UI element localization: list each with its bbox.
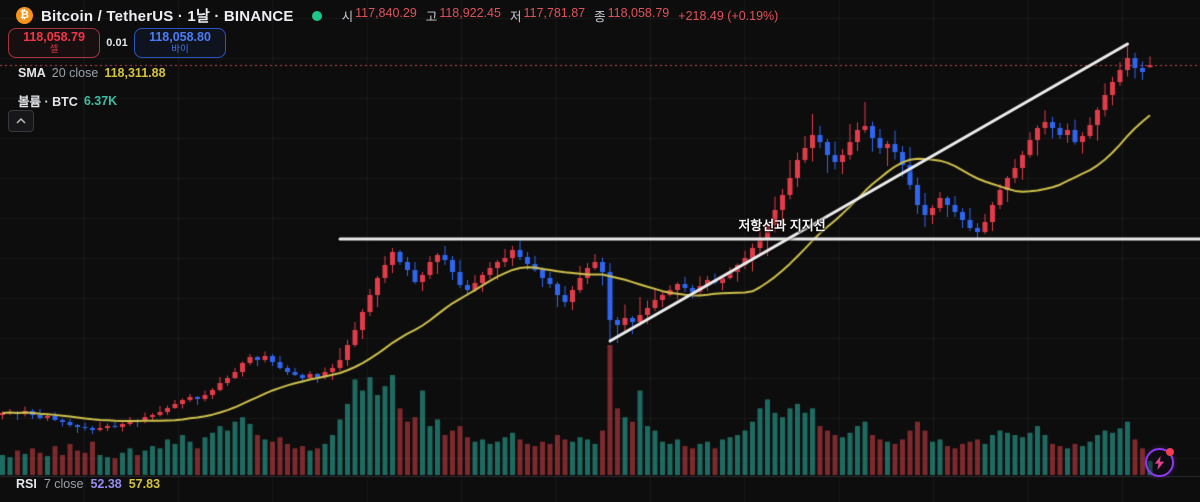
sma-params: 20 close — [51, 66, 99, 80]
rsi-name[interactable]: RSI — [16, 477, 37, 491]
market-open-status-icon — [311, 10, 322, 21]
rsi-params: 7 close — [43, 477, 84, 491]
sell-button[interactable]: 118,058.79 셀 — [8, 28, 100, 58]
notification-dot-icon — [1166, 448, 1174, 456]
close-label: 종 — [594, 10, 606, 24]
trade-panel: 118,058.79 셀 0.01 118,058.80 바이 — [8, 28, 226, 58]
chevron-up-icon — [16, 118, 26, 124]
rsi-legend: RSI 7 close 52.38 57.83 — [16, 477, 160, 491]
change-value: +218.49 (+0.19%) — [678, 8, 779, 23]
buy-button[interactable]: 118,058.80 바이 — [134, 28, 226, 58]
close-value: 118,058.79 — [607, 6, 670, 20]
high-value: 118,922.45 — [439, 6, 501, 20]
buy-price: 118,058.80 — [149, 30, 211, 44]
open-label: 시 — [341, 10, 354, 24]
quick-trade-fab[interactable] — [1145, 448, 1174, 477]
sell-price: 118,058.79 — [23, 30, 85, 44]
symbol-header: ₿ Bitcoin / TetherUS · 1날 · BINANCE 시 117… — [16, 5, 778, 26]
symbol-title[interactable]: Bitcoin / TetherUS · 1날 · BINANCE — [41, 8, 294, 25]
lightning-icon — [1154, 455, 1165, 470]
rsi-value-1: 52.38 — [90, 477, 122, 491]
low-label: 저 — [509, 10, 522, 24]
buy-label: 바이 — [171, 44, 189, 55]
bitcoin-icon: ₿ — [16, 7, 33, 24]
volume-value: 6.37K — [83, 93, 118, 108]
ohlc-values: 시 117,840.29 고 118,922.45 저 117,781.87 종 118… — [342, 6, 779, 25]
sma-name[interactable]: SMA — [18, 66, 46, 80]
trendline-annotation[interactable]: 저항선과 지지선 — [738, 218, 826, 233]
sell-label: 셀 — [49, 44, 59, 55]
volume-legend: 볼륨 · BTC 6.37K — [18, 91, 117, 110]
spread-value: 0.01 — [106, 37, 128, 49]
rsi-value-2: 57.83 — [128, 477, 161, 491]
open-value: 117,840.29 — [355, 6, 417, 20]
volume-name[interactable]: 볼륨 · BTC — [18, 95, 78, 109]
sma-value: 118,311.88 — [104, 66, 166, 80]
high-label: 고 — [425, 10, 438, 24]
low-value: 117,781.87 — [523, 6, 586, 20]
collapse-indicators-button[interactable] — [8, 110, 34, 132]
sma-legend: SMA 20 close 118,311.88 — [18, 66, 166, 80]
